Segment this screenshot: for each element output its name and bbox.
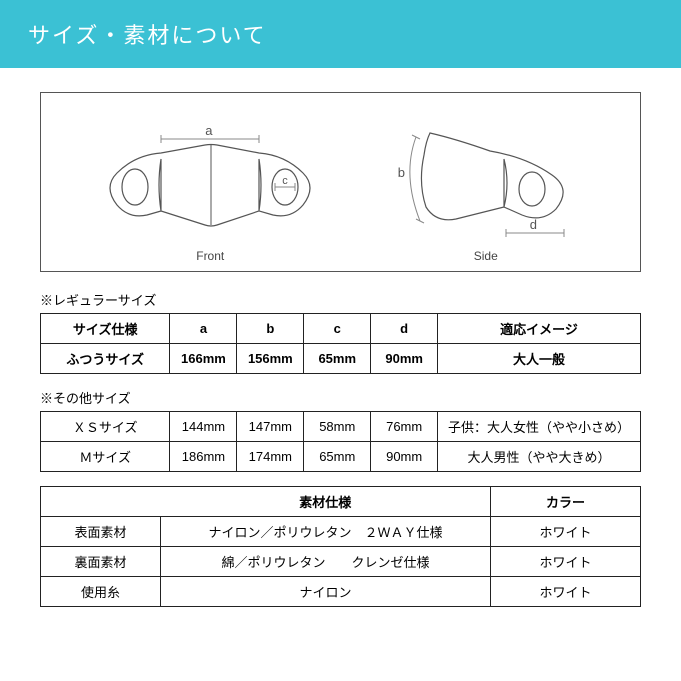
table-row: Ｍサイズ 186mm 174mm 65mm 90mm 大人男性（やや大きめ） xyxy=(41,442,641,472)
cell-name: Ｍサイズ xyxy=(41,442,170,472)
table-row: 使用糸 ナイロン ホワイト xyxy=(41,577,641,607)
table-row: ふつうサイズ 166mm 156mm 65mm 90mm 大人一般 xyxy=(41,344,641,374)
cell-fit: 子供：大人女性（やや小さめ） xyxy=(438,412,641,442)
regular-note: ※レギュラーサイズ xyxy=(40,290,641,309)
other-note: ※その他サイズ xyxy=(40,388,641,407)
dim-d-label: d xyxy=(530,217,537,232)
table-row: ＸＳサイズ 144mm 147mm 58mm 76mm 子供：大人女性（やや小さ… xyxy=(41,412,641,442)
cell-b: 147mm xyxy=(237,412,304,442)
cell-label: 使用糸 xyxy=(41,577,161,607)
material-table: 素材仕様 カラー 表面素材 ナイロン／ポリウレタン ２ＷＡＹ仕様 ホワイト 裏面… xyxy=(40,486,641,607)
cell-spec: ナイロン／ポリウレタン ２ＷＡＹ仕様 xyxy=(161,517,491,547)
cell-d: 90mm xyxy=(371,344,438,374)
table-row: 表面素材 ナイロン／ポリウレタン ２ＷＡＹ仕様 ホワイト xyxy=(41,517,641,547)
dim-b-label: b xyxy=(398,165,405,180)
cell-fit: 大人一般 xyxy=(438,344,641,374)
mask-side-svg xyxy=(396,115,576,245)
cell-label: 表面素材 xyxy=(41,517,161,547)
table-row: 裏面素材 綿／ポリウレタン クレンゼ仕様 ホワイト xyxy=(41,547,641,577)
th-b: b xyxy=(237,314,304,344)
cell-b: 156mm xyxy=(237,344,304,374)
th-d: d xyxy=(371,314,438,344)
cell-color: ホワイト xyxy=(491,517,641,547)
cell-label: 裏面素材 xyxy=(41,547,161,577)
cell-c: 65mm xyxy=(304,442,371,472)
cell-a: 144mm xyxy=(170,412,237,442)
cell-name: ＸＳサイズ xyxy=(41,412,170,442)
cell-color: ホワイト xyxy=(491,547,641,577)
side-diagram: b d Side xyxy=(396,115,576,263)
th-spec: サイズ仕様 xyxy=(41,314,170,344)
front-label: Front xyxy=(196,249,224,263)
cell-b: 174mm xyxy=(237,442,304,472)
empty-cell xyxy=(41,487,161,517)
cell-c: 65mm xyxy=(304,344,371,374)
cell-a: 166mm xyxy=(170,344,237,374)
cell-c: 58mm xyxy=(304,412,371,442)
cell-spec: 綿／ポリウレタン クレンゼ仕様 xyxy=(161,547,491,577)
th-color: カラー xyxy=(491,487,641,517)
dim-c-label: c xyxy=(282,175,288,187)
cell-fit: 大人男性（やや大きめ） xyxy=(438,442,641,472)
other-size-table: ＸＳサイズ 144mm 147mm 58mm 76mm 子供：大人女性（やや小さ… xyxy=(40,411,641,472)
dim-a-label: a xyxy=(205,123,212,138)
th-material: 素材仕様 xyxy=(161,487,491,517)
cell-a: 186mm xyxy=(170,442,237,472)
diagram-frame: a c Front b xyxy=(40,92,641,272)
page-title: サイズ・素材について xyxy=(0,0,681,68)
th-a: a xyxy=(170,314,237,344)
th-c: c xyxy=(304,314,371,344)
th-fit: 適応イメージ xyxy=(438,314,641,344)
cell-d: 76mm xyxy=(371,412,438,442)
cell-spec: ナイロン xyxy=(161,577,491,607)
side-label: Side xyxy=(474,249,498,263)
cell-name: ふつうサイズ xyxy=(41,344,170,374)
cell-d: 90mm xyxy=(371,442,438,472)
front-diagram: a c Front xyxy=(105,125,315,263)
regular-size-table: サイズ仕様 a b c d 適応イメージ ふつうサイズ 166mm 156mm … xyxy=(40,313,641,374)
cell-color: ホワイト xyxy=(491,577,641,607)
